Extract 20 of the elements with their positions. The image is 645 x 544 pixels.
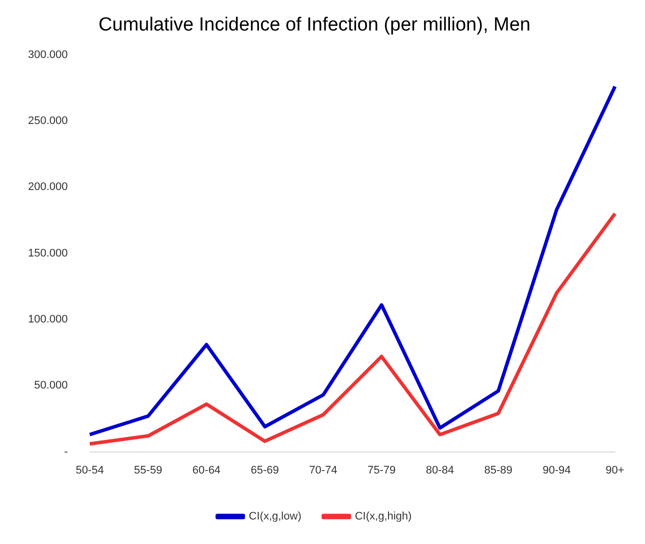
y-tick-label: 50.000 bbox=[34, 380, 68, 392]
y-tick-label: - bbox=[64, 446, 68, 458]
x-tick-label: 90+ bbox=[606, 464, 624, 476]
x-tick-label: 65-69 bbox=[250, 464, 279, 476]
legend-label: CI(x,g,high) bbox=[354, 510, 412, 523]
x-tick-label: 55-59 bbox=[134, 464, 162, 476]
x-tick-label: 60-64 bbox=[192, 464, 221, 476]
x-tick-label: 50-54 bbox=[76, 464, 104, 476]
x-tick-label: 90-94 bbox=[542, 464, 571, 476]
chart-title: Cumulative Incidence of Infection (per million), Men bbox=[98, 14, 530, 36]
legend-label: CI(x,g,low) bbox=[248, 510, 302, 523]
y-tick-label: 100.000 bbox=[28, 314, 68, 326]
y-tick-label: 300.000 bbox=[28, 48, 68, 61]
y-tick-label: 250.000 bbox=[28, 115, 68, 127]
y-tick-label: 150.000 bbox=[28, 247, 68, 260]
y-tick-label: 200.000 bbox=[28, 181, 68, 194]
x-tick-label: 80-84 bbox=[426, 464, 454, 476]
x-tick-label: 75-79 bbox=[367, 464, 396, 476]
x-tick-label: 70-74 bbox=[309, 464, 338, 476]
x-tick-label: 85-89 bbox=[484, 464, 512, 476]
